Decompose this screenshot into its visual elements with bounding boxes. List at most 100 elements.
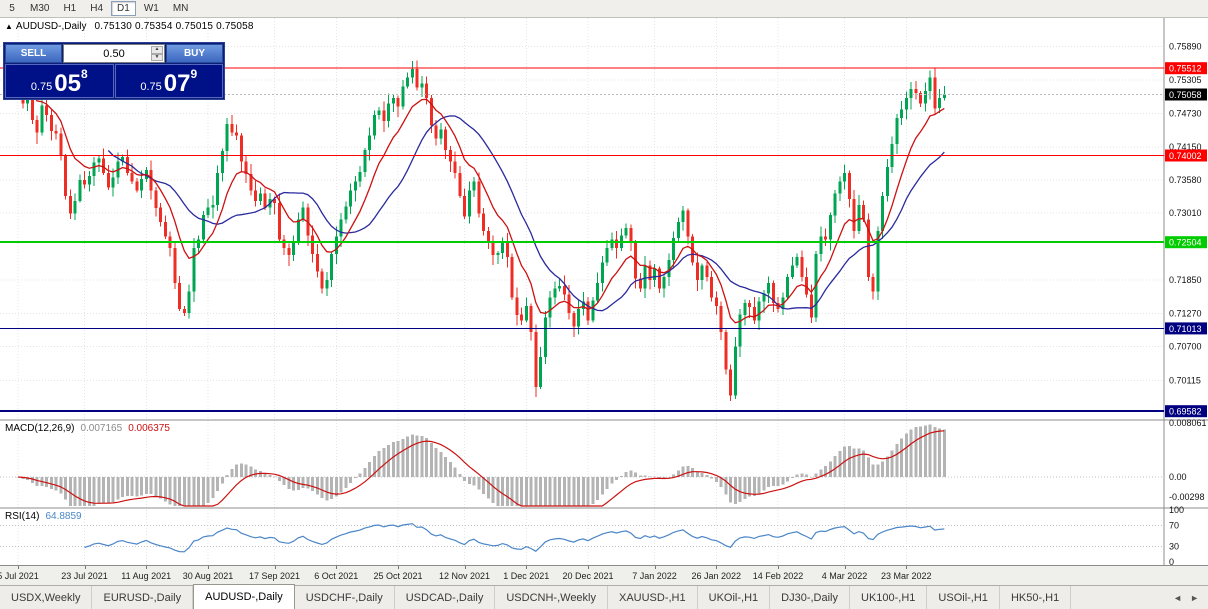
svg-text:100: 100: [1169, 505, 1184, 515]
grid: [0, 18, 1164, 565]
macd-histogram: [16, 424, 946, 506]
rsi-label: RSI(14): [5, 511, 40, 522]
svg-text:0.75512: 0.75512: [1169, 64, 1202, 74]
chart-tab-usdchf-daily[interactable]: USDCHF-,Daily: [295, 586, 395, 609]
svg-text:0.72504: 0.72504: [1169, 238, 1202, 248]
date-label: 23 Jul 2021: [61, 571, 108, 581]
date-label: 5 Jul 2021: [0, 571, 39, 581]
buy-button[interactable]: BUY: [166, 44, 223, 63]
tab-scroll-left-icon[interactable]: ◄: [1173, 592, 1183, 603]
one-click-trading-panel: SELL 0.50 ▲ ▼ BUY 0.75 05 8 0.75 07 9: [3, 42, 225, 100]
timeframe-button-mn[interactable]: MN: [172, 3, 189, 14]
level-badge-0.75512: [1165, 62, 1207, 75]
svg-text:0.74730: 0.74730: [1169, 108, 1202, 118]
tab-scroll-buttons: ◄ ►: [1164, 586, 1208, 609]
spin-down-icon[interactable]: ▼: [151, 53, 163, 61]
timeframe-toolbar: 5 M30 H1 H4 D1 W1 MN: [0, 0, 1208, 18]
current-price-badge: [1165, 88, 1207, 101]
date-label: 11 Aug 2021: [121, 571, 172, 581]
timeframe-button-m30[interactable]: M30: [30, 3, 50, 14]
date-tick: [844, 566, 846, 569]
bid-price-box[interactable]: 0.75 05 8: [5, 64, 114, 98]
date-label: 23 Mar 2022: [880, 571, 932, 581]
level-badge-0.72504: [1165, 236, 1207, 249]
macd-pane-header: MACD(12,26,9) 0.007165 0.006375: [5, 423, 170, 434]
chart-tab-hk50-h1[interactable]: HK50-,H1: [1000, 586, 1072, 609]
volume-spin-buttons[interactable]: ▲ ▼: [151, 46, 163, 61]
tab-scroll-right-icon[interactable]: ►: [1190, 592, 1199, 603]
tabs-container: USDX,Weekly EURUSD-,Daily AUDUSD-,Daily USD…: [0, 584, 1072, 609]
svg-text:0.71270: 0.71270: [1169, 309, 1202, 319]
collapse-trade-panel-icon[interactable]: ▲: [5, 22, 13, 31]
date-tick: [84, 566, 86, 569]
ask-big-digits: 07: [163, 70, 191, 97]
svg-text:0.00: 0.00: [1169, 472, 1187, 482]
date-tick: [274, 566, 276, 569]
macd-main-value: 0.007165: [80, 423, 123, 434]
chart-tab-usdx-weekly[interactable]: USDX,Weekly: [0, 586, 93, 609]
chart-tab-audusd-daily[interactable]: AUDUSD-,Daily: [193, 584, 295, 609]
ma-fast-line: [17, 81, 945, 324]
svg-text:0.73580: 0.73580: [1169, 175, 1202, 185]
date-tick: [208, 566, 209, 569]
svg-text:0.71013: 0.71013: [1169, 324, 1202, 334]
date-tick: [464, 566, 466, 569]
svg-text:0.74150: 0.74150: [1169, 142, 1202, 152]
volume-stepper[interactable]: 0.50 ▲ ▼: [63, 44, 165, 63]
svg-text:0.69582: 0.69582: [1169, 407, 1202, 417]
level-badge-0.69582: [1165, 405, 1207, 418]
timeframe-button-5[interactable]: 5: [9, 3, 15, 14]
chart-tab-ukoil-h1[interactable]: UKOil-,H1: [698, 586, 771, 609]
svg-text:0.74002: 0.74002: [1169, 151, 1202, 161]
svg-text:0: 0: [1169, 557, 1174, 565]
chart-tab-usoil-h1[interactable]: USOil-,H1: [927, 586, 1000, 609]
ma-slow-line: [107, 115, 945, 312]
svg-text:0.70115: 0.70115: [1169, 375, 1201, 385]
rsi-pane-header: RSI(14) 64.8859: [5, 511, 82, 522]
svg-text:0.008061: 0.008061: [1169, 418, 1207, 428]
date-label: 12 Nov 2021: [438, 571, 491, 581]
date-label: 4 Mar 2022: [821, 571, 868, 581]
macd-signal-line: [17, 430, 945, 507]
timeframe-button-w1[interactable]: W1: [143, 3, 159, 14]
close-value: 0.75058: [216, 21, 254, 32]
macd-label: MACD(12,26,9): [5, 423, 75, 434]
chart-tab-usdcnh-weekly[interactable]: USDCNH-,Weekly: [495, 586, 608, 609]
date-label: 25 Oct 2021: [373, 571, 423, 581]
svg-text:0.71850: 0.71850: [1169, 275, 1202, 285]
chart-window: 0.75890 0.75305 0.74730 0.74150 0.73580 0.730…: [0, 18, 1208, 565]
chart-tab-xauusd-h1[interactable]: XAUUSD-,H1: [608, 586, 698, 609]
timeframe-button-d1[interactable]: D1: [111, 1, 136, 16]
date-axis[interactable]: 5 Jul 2021 23 Jul 2021 11 Aug 2021 30 Aug 2…: [0, 565, 1208, 585]
chart-tab-eurusd-daily[interactable]: EURUSD-,Daily: [92, 586, 194, 609]
ask-price-box[interactable]: 0.75 07 9: [114, 64, 223, 98]
spin-up-icon[interactable]: ▲: [151, 46, 163, 54]
date-label: 20 Dec 2021: [562, 571, 614, 581]
svg-text:0.75305: 0.75305: [1169, 75, 1202, 85]
date-tick: [654, 566, 656, 569]
chart-tab-dj30-daily[interactable]: DJ30-,Daily: [770, 586, 850, 609]
date-tick: [398, 566, 399, 569]
open-value: 0.75130: [94, 21, 133, 32]
date-tick: [526, 566, 528, 569]
svg-text:70: 70: [1169, 521, 1179, 531]
chart-tab-uk100-h1[interactable]: UK100-,H1: [850, 586, 928, 609]
date-tick: [778, 566, 779, 569]
rsi-value: 64.8859: [45, 511, 82, 522]
price-axis[interactable]: 0.75890 0.75305 0.74730 0.74150 0.73580 0.730…: [1169, 41, 1202, 385]
svg-text:0.73010: 0.73010: [1169, 208, 1202, 218]
chart-tab-usdcad-daily[interactable]: USDCAD-,Daily: [395, 586, 496, 609]
level-badge-0.74002: [1165, 149, 1207, 162]
date-tick: [906, 566, 908, 569]
date-label: 30 Aug 2021: [182, 571, 234, 581]
sell-button[interactable]: SELL: [5, 44, 62, 63]
chart-plot-area[interactable]: 0.758900.753050.747300.741500.735800.730…: [0, 18, 1208, 565]
svg-text:0.70700: 0.70700: [1169, 342, 1202, 352]
bid-big-digits: 05: [54, 70, 81, 97]
date-label: 1 Dec 2021: [503, 571, 550, 581]
timeframe-button-h1[interactable]: H1: [63, 3, 77, 14]
svg-text:30: 30: [1169, 541, 1179, 551]
date-tick: [588, 566, 589, 569]
date-tick: [18, 566, 19, 569]
timeframe-button-h4[interactable]: H4: [90, 3, 104, 14]
